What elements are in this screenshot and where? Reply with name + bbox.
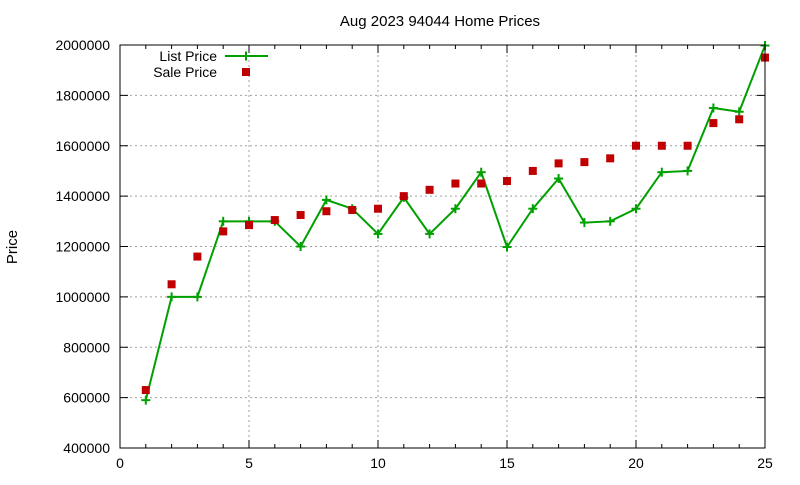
data-point xyxy=(657,167,667,177)
chart-title: Aug 2023 94044 Home Prices xyxy=(340,13,540,30)
data-point xyxy=(399,192,408,201)
data-point xyxy=(580,158,589,167)
data-point xyxy=(245,221,253,230)
data-point xyxy=(141,386,150,395)
data-point xyxy=(270,216,279,225)
data-point xyxy=(657,141,666,150)
x-tick-label: 5 xyxy=(245,455,253,471)
y-tick-label: 1800000 xyxy=(55,87,110,103)
y-tick-label: 600000 xyxy=(63,390,110,406)
legend-label: List Price xyxy=(159,48,217,64)
y-tick-label: 1000000 xyxy=(55,289,110,305)
x-tick-label: 20 xyxy=(628,455,644,471)
data-point xyxy=(735,115,744,124)
data-point xyxy=(708,103,718,113)
data-point xyxy=(192,292,202,302)
y-axis-label: Price xyxy=(4,230,21,264)
data-point xyxy=(709,119,718,128)
data-point xyxy=(322,207,331,216)
legend-label: Sale Price xyxy=(153,64,217,80)
data-point xyxy=(554,159,563,168)
data-point xyxy=(374,204,382,213)
data-point xyxy=(476,167,486,177)
data-point xyxy=(606,154,615,163)
series-1 xyxy=(141,53,769,395)
x-tick-label: 0 xyxy=(116,455,124,471)
data-point xyxy=(502,242,512,252)
x-tick-label: 10 xyxy=(370,455,386,471)
y-tick-label: 2000000 xyxy=(55,37,110,53)
grid-lines xyxy=(120,45,765,448)
data-point xyxy=(683,141,692,150)
data-point xyxy=(321,195,331,205)
data-point xyxy=(373,229,383,239)
data-point xyxy=(451,179,460,188)
legend-marker xyxy=(241,51,251,61)
legend-marker xyxy=(242,68,250,76)
x-tick-label: 15 xyxy=(499,455,515,471)
y-tick-label: 400000 xyxy=(63,440,110,456)
data-point xyxy=(425,229,435,239)
plot-frame xyxy=(119,44,766,449)
y-tick-label: 1200000 xyxy=(55,239,110,255)
y-tick-label: 1600000 xyxy=(55,138,110,154)
data-point xyxy=(296,242,306,251)
y-tick-label: 800000 xyxy=(63,339,110,355)
data-point xyxy=(450,204,460,214)
data-point xyxy=(141,395,151,405)
data-point xyxy=(554,173,564,183)
data-point xyxy=(631,204,641,214)
axis-ticks: 400000 600000 800000 1000000 1200000 1400000 1… xyxy=(55,37,773,471)
data-point xyxy=(528,166,537,175)
data-point xyxy=(683,166,693,176)
data-point xyxy=(296,211,305,220)
x-tick-label: 25 xyxy=(757,455,773,471)
data-point xyxy=(425,185,434,194)
data-point xyxy=(167,292,177,302)
data-point xyxy=(193,252,202,261)
data-point xyxy=(632,141,640,150)
data-point xyxy=(579,218,589,228)
y-tick-label: 1400000 xyxy=(55,188,110,204)
data-point xyxy=(528,204,538,214)
data-point xyxy=(348,205,357,214)
data-point xyxy=(219,227,228,236)
data-point xyxy=(503,177,511,186)
data-point xyxy=(734,107,744,117)
data-point xyxy=(477,179,486,188)
data-point xyxy=(167,280,176,289)
data-point xyxy=(218,216,228,226)
data-point xyxy=(605,216,615,226)
